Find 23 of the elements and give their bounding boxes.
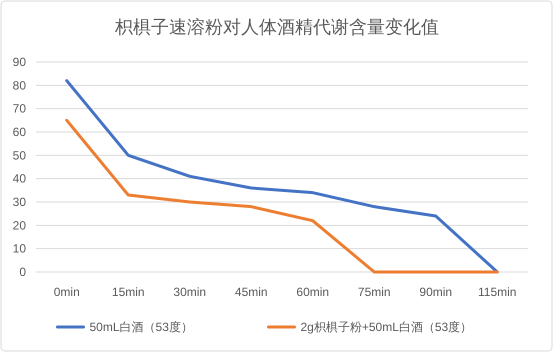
legend-label: 50mL白酒（53度） bbox=[90, 320, 193, 334]
x-tick-label: 0min bbox=[54, 285, 80, 299]
y-tick-label: 60 bbox=[12, 125, 26, 139]
y-tick-label: 10 bbox=[12, 242, 26, 256]
title: 枳椇子速溶粉对人体酒精代谢含量变化值 bbox=[115, 17, 439, 37]
y-tick-label: 20 bbox=[12, 218, 26, 232]
x-tick-label: 30min bbox=[173, 285, 206, 299]
y-tick-label: 30 bbox=[12, 195, 26, 209]
y-tick-label: 0 bbox=[19, 265, 26, 279]
x-tick-label: 15min bbox=[112, 285, 145, 299]
y-tick-label: 40 bbox=[12, 172, 26, 186]
line-series bbox=[65, 118, 499, 274]
x-tick-label: 115min bbox=[478, 285, 516, 299]
x-tick-label: 90min bbox=[419, 285, 452, 299]
line-series bbox=[65, 79, 499, 274]
x-tick-label: 45min bbox=[234, 285, 268, 299]
y-tick-label: 80 bbox=[12, 78, 26, 92]
x-tick-label: 75min bbox=[358, 285, 391, 299]
legend-label: 2g枳椇子粉+50mL白酒（53度） bbox=[300, 320, 472, 334]
y-tick-label: 90 bbox=[12, 55, 26, 69]
y-tick-label: 70 bbox=[12, 102, 26, 116]
y-tick-label: 50 bbox=[12, 148, 26, 162]
x-tick-label: 60min bbox=[296, 285, 330, 299]
